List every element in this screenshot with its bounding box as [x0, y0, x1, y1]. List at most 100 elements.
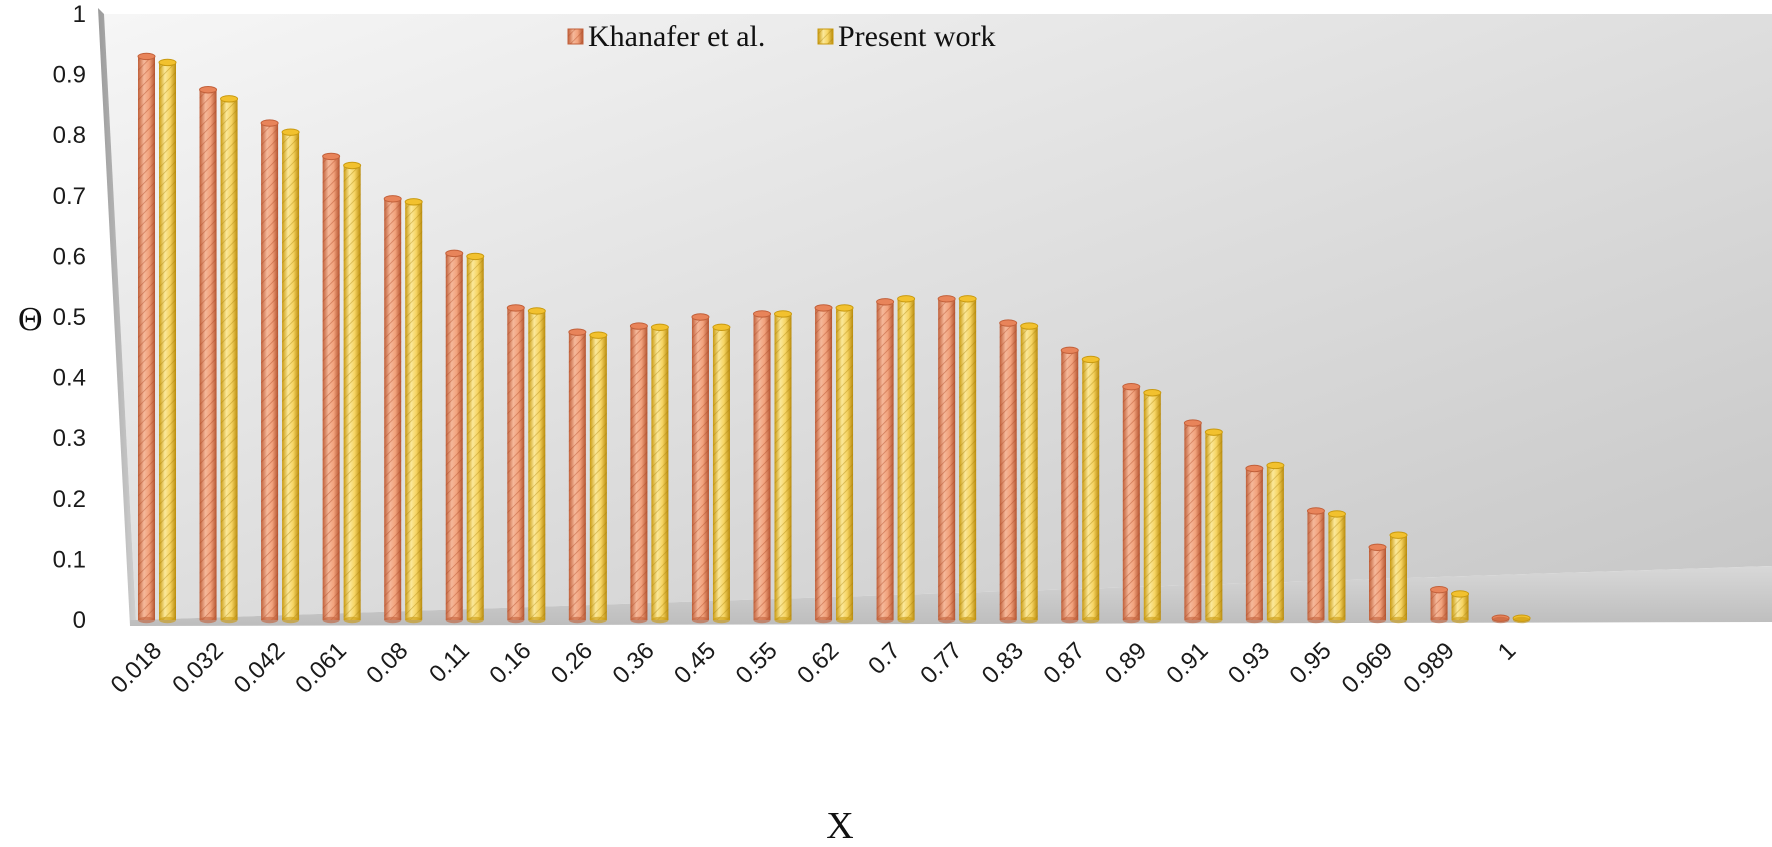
- x-tick-label: 0.77: [915, 637, 967, 689]
- bar-present-work-0.032: [220, 95, 239, 624]
- bar-hatch: [568, 332, 586, 620]
- bar-base: [1205, 616, 1223, 624]
- bar-khanafer-0.62: [814, 304, 833, 624]
- legend-label-present: Present work: [838, 20, 995, 53]
- x-tick-label: 0.032: [167, 637, 229, 699]
- x-tick-label: 0.08: [361, 637, 413, 689]
- bar-hatch: [1122, 386, 1140, 620]
- bar-hatch: [938, 298, 956, 620]
- bar-present-work-0.62: [835, 304, 854, 624]
- bar-base: [1430, 616, 1448, 624]
- bar-base: [322, 616, 340, 624]
- bar-base: [876, 616, 894, 624]
- bar-cap: [712, 323, 731, 332]
- bar-khanafer-0.36: [629, 322, 648, 624]
- bar-hatch: [1245, 468, 1263, 620]
- bar-hatch: [528, 310, 546, 620]
- bar-cap: [835, 304, 854, 312]
- bar-hatch: [1430, 589, 1448, 620]
- bar-khanafer-0.45: [691, 313, 710, 624]
- bar-cap: [1327, 510, 1346, 518]
- bar-hatch: [159, 62, 176, 621]
- bar-khanafer-0.042: [260, 119, 279, 624]
- bar-base: [282, 616, 300, 624]
- bar-base: [199, 616, 217, 624]
- bar-present-work-0.061: [343, 161, 362, 624]
- bar-cap: [937, 295, 956, 303]
- bar-base: [1492, 616, 1510, 624]
- bar-cap: [404, 198, 423, 206]
- bar-base: [959, 616, 977, 624]
- bar-hatch: [1061, 350, 1079, 620]
- bar-cap: [814, 304, 833, 312]
- y-tick-label: 0.4: [53, 365, 86, 392]
- bar-cap: [383, 195, 402, 203]
- chart-legend: Khanafer et al. Present work: [567, 20, 995, 53]
- bar-base: [1307, 616, 1325, 624]
- y-tick-label: 0: [73, 607, 86, 634]
- bar-khanafer-0.989: [1430, 586, 1449, 624]
- bar-hatch: [691, 317, 709, 620]
- bar-present-work-0.83: [1020, 322, 1039, 624]
- bar-cap: [1245, 464, 1264, 473]
- bar-hatch: [261, 123, 279, 620]
- bar-present-work-0.55: [774, 310, 792, 624]
- bar-present-work-0.16: [527, 307, 546, 624]
- bar-hatch: [466, 256, 484, 620]
- bar-base: [261, 616, 279, 624]
- bar-cap: [1060, 346, 1079, 355]
- bar-cap: [1122, 382, 1141, 391]
- bar-hatch: [630, 326, 648, 620]
- y-tick-label: 0.5: [53, 304, 86, 331]
- bar-khanafer-0.018: [137, 52, 156, 624]
- bar-present-work-1: [1512, 614, 1531, 624]
- bar-hatch: [897, 298, 915, 620]
- bar-base: [159, 616, 176, 624]
- bar-cap: [281, 128, 300, 136]
- bar-present-work-0.26: [589, 331, 608, 624]
- bar-hatch: [589, 335, 607, 620]
- bar-present-work-0.018: [158, 58, 177, 624]
- bar-hatch: [1020, 326, 1038, 620]
- bar-cap: [876, 298, 895, 306]
- bar-hatch: [1143, 392, 1161, 620]
- bar-cap: [1204, 428, 1223, 436]
- bar-cap: [1451, 590, 1470, 598]
- bar-hatch: [405, 201, 423, 621]
- bar-cap: [1368, 543, 1387, 551]
- bar-cap: [691, 313, 710, 321]
- bar-cap: [589, 331, 608, 339]
- plot-side-wall: [98, 8, 136, 626]
- bar-base: [691, 616, 709, 624]
- bar-hatch: [999, 323, 1017, 620]
- bar-cap: [650, 323, 669, 332]
- y-tick-label: 0.9: [53, 62, 86, 89]
- bar-hatch: [282, 132, 300, 621]
- bar-hatch: [220, 98, 238, 621]
- bar-cap: [1430, 586, 1449, 594]
- x-tick-label: 0.45: [669, 637, 721, 689]
- x-tick-label: 0.989: [1398, 637, 1460, 699]
- bar-cap: [199, 86, 218, 94]
- bar-khanafer-0.77: [937, 295, 956, 624]
- x-tick-label: 0.83: [977, 637, 1029, 689]
- bar-cap: [137, 52, 156, 61]
- bar-cap: [445, 249, 464, 258]
- bar-present-work-0.969: [1389, 531, 1408, 624]
- x-tick-label: 0.7: [863, 637, 906, 680]
- y-tick-label: 0.7: [53, 183, 86, 210]
- bar-hatch: [1451, 593, 1469, 620]
- bar-hatch: [322, 156, 340, 620]
- bar-cap: [999, 319, 1018, 327]
- bar-khanafer-0.08: [383, 195, 402, 624]
- bar-hatch: [1390, 535, 1407, 620]
- y-axis-title: Θ: [18, 301, 43, 338]
- bar-hatch: [959, 298, 977, 620]
- bar-hatch: [343, 165, 361, 620]
- y-tick-label: 0.8: [53, 122, 86, 149]
- x-tick-label: 0.87: [1038, 637, 1090, 689]
- x-tick-label: 0.55: [731, 637, 783, 689]
- legend-swatch-present-hatch: [818, 29, 833, 44]
- legend-swatch-khanafer-hatch: [568, 29, 583, 44]
